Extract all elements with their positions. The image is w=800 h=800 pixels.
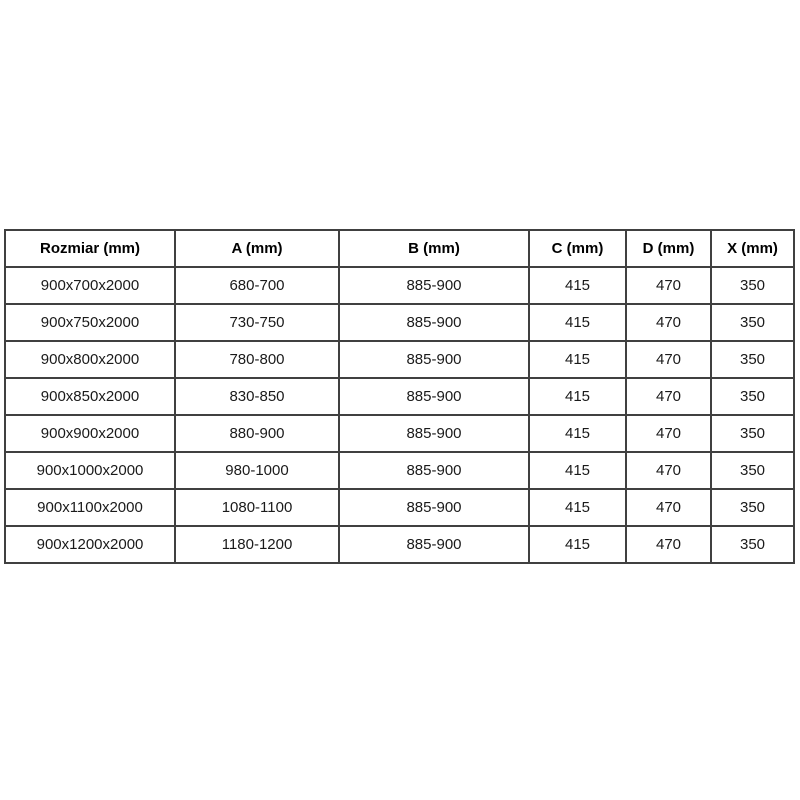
table-row: 900x1200x2000 1180-1200 885-900 415 470 350 bbox=[4, 525, 795, 564]
table-cell: 880-900 bbox=[174, 414, 340, 453]
table-body: 900x700x2000 680-700 885-900 415 470 350 900x7… bbox=[4, 266, 795, 564]
table-row: 900x700x2000 680-700 885-900 415 470 350 bbox=[4, 266, 795, 305]
table-cell: 900x850x2000 bbox=[4, 377, 176, 416]
table-cell: 900x700x2000 bbox=[4, 266, 176, 305]
table-cell: 885-900 bbox=[338, 414, 530, 453]
column-header: C (mm) bbox=[528, 229, 627, 268]
table-row: 900x800x2000 780-800 885-900 415 470 350 bbox=[4, 340, 795, 379]
table-cell: 900x1100x2000 bbox=[4, 488, 176, 527]
table-cell: 900x1000x2000 bbox=[4, 451, 176, 490]
table-cell: 830-850 bbox=[174, 377, 340, 416]
table-cell: 470 bbox=[625, 451, 712, 490]
table-cell: 350 bbox=[710, 488, 795, 527]
table-cell: 885-900 bbox=[338, 266, 530, 305]
table-row: 900x900x2000 880-900 885-900 415 470 350 bbox=[4, 414, 795, 453]
table-cell: 900x800x2000 bbox=[4, 340, 176, 379]
table-cell: 470 bbox=[625, 525, 712, 564]
table-cell: 885-900 bbox=[338, 488, 530, 527]
table-cell: 415 bbox=[528, 303, 627, 342]
column-header: Rozmiar (mm) bbox=[4, 229, 176, 268]
table-cell: 415 bbox=[528, 377, 627, 416]
table-cell: 980-1000 bbox=[174, 451, 340, 490]
column-header: A (mm) bbox=[174, 229, 340, 268]
table-cell: 680-700 bbox=[174, 266, 340, 305]
table-cell: 780-800 bbox=[174, 340, 340, 379]
table-cell: 470 bbox=[625, 488, 712, 527]
table-cell: 1180-1200 bbox=[174, 525, 340, 564]
table-cell: 900x1200x2000 bbox=[4, 525, 176, 564]
table-cell: 415 bbox=[528, 266, 627, 305]
table-row: 900x750x2000 730-750 885-900 415 470 350 bbox=[4, 303, 795, 342]
column-header: B (mm) bbox=[338, 229, 530, 268]
table-cell: 415 bbox=[528, 451, 627, 490]
table-cell: 350 bbox=[710, 340, 795, 379]
table-row: 900x1100x2000 1080-1100 885-900 415 470 350 bbox=[4, 488, 795, 527]
table-cell: 415 bbox=[528, 414, 627, 453]
table-cell: 900x900x2000 bbox=[4, 414, 176, 453]
table-cell: 350 bbox=[710, 525, 795, 564]
table-cell: 470 bbox=[625, 303, 712, 342]
table-cell: 350 bbox=[710, 451, 795, 490]
table-cell: 1080-1100 bbox=[174, 488, 340, 527]
header-row: Rozmiar (mm) A (mm) B (mm) C (mm) D (mm) X (m… bbox=[4, 229, 795, 268]
column-header: X (mm) bbox=[710, 229, 795, 268]
table-cell: 350 bbox=[710, 303, 795, 342]
column-header: D (mm) bbox=[625, 229, 712, 268]
table-cell: 415 bbox=[528, 525, 627, 564]
table-row: 900x850x2000 830-850 885-900 415 470 350 bbox=[4, 377, 795, 416]
table-cell: 885-900 bbox=[338, 451, 530, 490]
table-cell: 885-900 bbox=[338, 377, 530, 416]
table-cell: 885-900 bbox=[338, 525, 530, 564]
table-cell: 900x750x2000 bbox=[4, 303, 176, 342]
table-cell: 415 bbox=[528, 488, 627, 527]
table-cell: 415 bbox=[528, 340, 627, 379]
table-cell: 470 bbox=[625, 414, 712, 453]
size-spec-table: Rozmiar (mm) A (mm) B (mm) C (mm) D (mm) X (m… bbox=[4, 229, 795, 564]
table-cell: 470 bbox=[625, 266, 712, 305]
table-cell: 730-750 bbox=[174, 303, 340, 342]
table-cell: 470 bbox=[625, 377, 712, 416]
table-cell: 350 bbox=[710, 377, 795, 416]
table-cell: 885-900 bbox=[338, 303, 530, 342]
table-cell: 885-900 bbox=[338, 340, 530, 379]
table-cell: 470 bbox=[625, 340, 712, 379]
table-row: 900x1000x2000 980-1000 885-900 415 470 350 bbox=[4, 451, 795, 490]
table-cell: 350 bbox=[710, 414, 795, 453]
table-cell: 350 bbox=[710, 266, 795, 305]
